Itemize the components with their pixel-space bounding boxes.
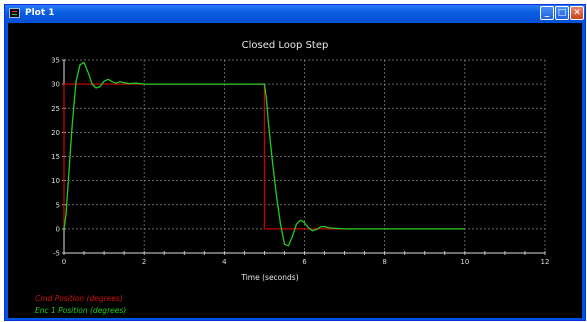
x-tick-label: 0 [62,258,66,266]
y-tick-label: 20 [51,129,60,137]
x-tick-label: 2 [142,258,146,266]
legend-item-cmd: Cmd Position (degrees) [35,294,123,303]
series-lines [63,61,465,247]
y-tick-label: 35 [51,57,60,65]
x-axis-label: Time (seconds) [240,273,298,282]
plot-app-icon [9,8,20,18]
grid-lines [64,59,546,253]
legend-item-enc: Enc 1 Position (degrees) [35,306,127,315]
x-tick-label: 10 [460,258,469,266]
window-title: Plot 1 [25,8,55,18]
step-response-chart: Closed Loop Step 0 2 4 6 8 10 12-5051015202530… [51,40,549,282]
x-tick-label: 4 [222,258,227,266]
maximize-button[interactable]: □ [555,6,569,20]
chart-title: Closed Loop Step [242,40,329,51]
minimize-button[interactable]: _ [540,6,554,20]
x-tick-label: 12 [541,258,550,266]
y-tick-label: 25 [51,105,60,113]
series-line-enc-position [63,61,465,247]
plot-window: Plot 1 _ □ ✕ Closed Loop Step 0 2 4 6 8 10 12 -… [4,4,586,321]
y-tick-label: 10 [51,177,60,185]
y-tick-label: 15 [51,153,60,161]
plot-area: Closed Loop Step 0 2 4 6 8 10 12 -5 0 5 10 15 20 25 30… [8,23,582,318]
y-tick-label: -5 [53,250,60,258]
y-tick-label: 30 [51,81,60,89]
y-tick-label: 5 [56,201,60,209]
close-button[interactable]: ✕ [570,6,584,20]
x-tick-label: 8 [382,258,386,266]
y-tick-label: 0 [56,225,60,233]
title-bar[interactable]: Plot 1 _ □ ✕ [5,5,585,22]
x-tick-label: 6 [302,258,307,266]
